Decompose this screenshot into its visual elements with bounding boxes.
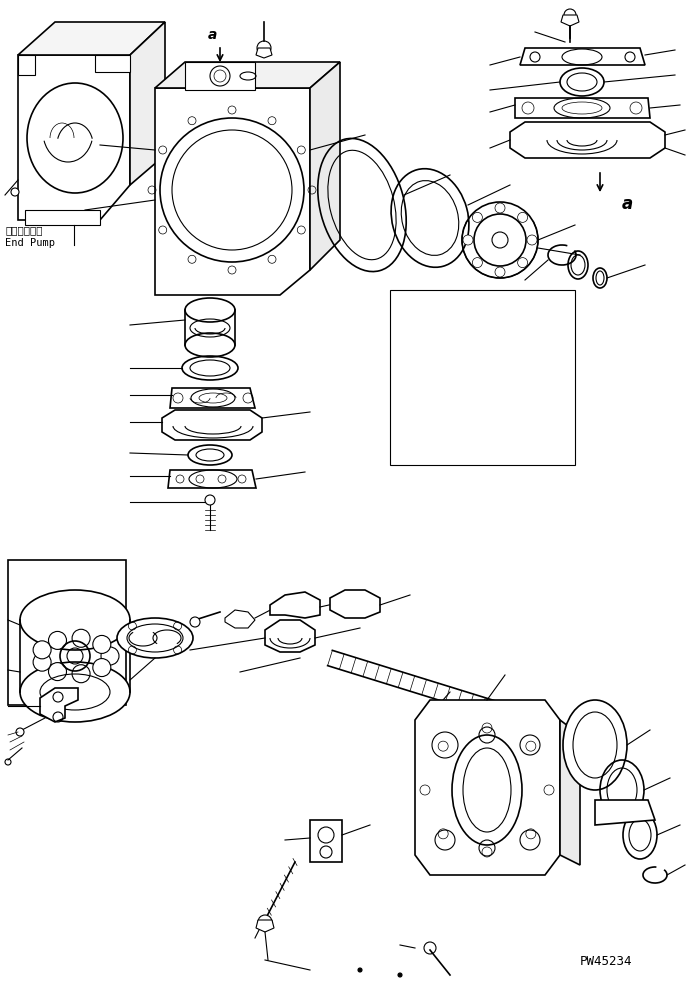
Polygon shape: [515, 98, 650, 118]
Circle shape: [93, 635, 111, 653]
Circle shape: [495, 203, 505, 213]
Circle shape: [527, 235, 537, 245]
Circle shape: [205, 495, 215, 505]
Polygon shape: [18, 55, 130, 220]
Circle shape: [48, 663, 67, 681]
Circle shape: [101, 647, 119, 665]
Circle shape: [358, 968, 362, 972]
Ellipse shape: [185, 298, 235, 322]
Circle shape: [517, 212, 528, 222]
Polygon shape: [25, 210, 100, 225]
Ellipse shape: [20, 662, 130, 722]
Circle shape: [517, 257, 528, 268]
Polygon shape: [130, 22, 165, 185]
Polygon shape: [270, 592, 320, 618]
Polygon shape: [95, 55, 130, 72]
Circle shape: [33, 653, 51, 671]
Circle shape: [11, 188, 19, 196]
Polygon shape: [155, 88, 310, 295]
Polygon shape: [168, 470, 256, 488]
Bar: [185, 62, 255, 90]
Ellipse shape: [117, 618, 193, 658]
Polygon shape: [170, 388, 255, 408]
Polygon shape: [595, 800, 655, 825]
Polygon shape: [155, 62, 340, 88]
Ellipse shape: [185, 333, 235, 357]
Ellipse shape: [20, 590, 130, 650]
Polygon shape: [520, 48, 645, 65]
Polygon shape: [225, 610, 255, 628]
Text: PW45234: PW45234: [580, 955, 633, 968]
Circle shape: [72, 665, 90, 682]
Circle shape: [257, 41, 271, 55]
Polygon shape: [162, 410, 262, 440]
Circle shape: [463, 235, 473, 245]
Circle shape: [48, 631, 67, 649]
Ellipse shape: [563, 700, 627, 790]
Bar: [310, 820, 342, 862]
Polygon shape: [310, 62, 340, 270]
Text: a: a: [207, 28, 216, 42]
Polygon shape: [256, 920, 274, 932]
Polygon shape: [560, 720, 580, 865]
Polygon shape: [256, 48, 272, 58]
Polygon shape: [510, 122, 665, 158]
Polygon shape: [561, 15, 579, 26]
Circle shape: [473, 212, 482, 222]
Circle shape: [495, 267, 505, 277]
Polygon shape: [265, 620, 315, 652]
Polygon shape: [330, 590, 380, 618]
Circle shape: [33, 641, 51, 659]
Text: End Pump: End Pump: [5, 238, 55, 248]
Text: a: a: [622, 195, 633, 213]
Circle shape: [93, 659, 111, 677]
Circle shape: [398, 973, 402, 977]
Circle shape: [16, 728, 24, 736]
Polygon shape: [18, 55, 35, 75]
Polygon shape: [40, 688, 78, 722]
Polygon shape: [415, 700, 560, 875]
Circle shape: [190, 617, 200, 627]
Circle shape: [473, 257, 482, 268]
Text: エンドポンプ: エンドポンプ: [5, 225, 43, 235]
Circle shape: [564, 9, 576, 21]
Circle shape: [258, 915, 272, 929]
Circle shape: [72, 629, 90, 647]
Bar: [390, 290, 575, 465]
Polygon shape: [18, 22, 165, 55]
Bar: [8, 560, 126, 705]
